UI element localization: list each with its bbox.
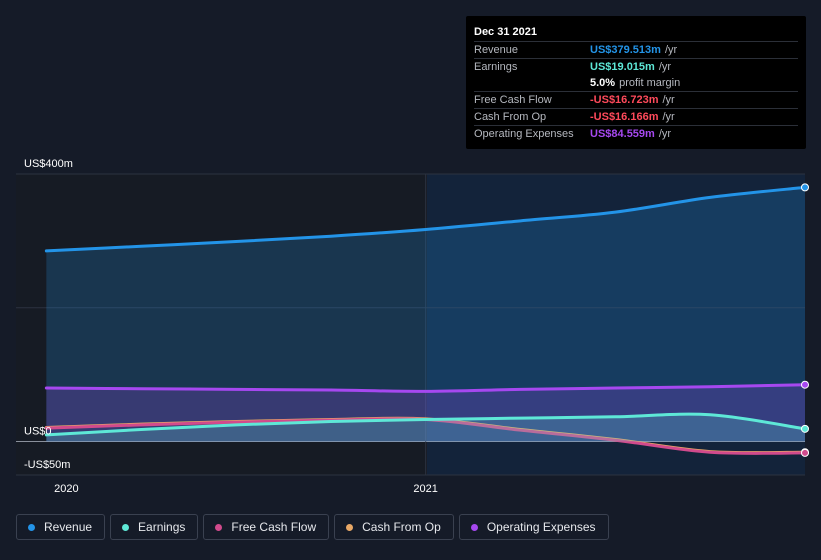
- y-axis-ticks: US$400m US$0 -US$50m: [24, 158, 73, 471]
- tooltip-date: Dec 31 2021: [474, 26, 537, 38]
- operating-expenses-area: [46, 384, 806, 442]
- tooltip-row-unit: /yr: [662, 94, 675, 106]
- x-tick-label: 2021: [413, 483, 437, 495]
- legend-dot-icon: [215, 523, 223, 531]
- revenue-area: [46, 187, 806, 442]
- tooltip-row: Cash From Op -US$16.166m/yr: [474, 108, 798, 125]
- legend-item-label: Operating Expenses: [486, 520, 596, 534]
- tooltip-row-unit: profit margin: [619, 77, 681, 89]
- tooltip-row-label: Revenue: [474, 44, 519, 56]
- tooltip-row-unit: /yr: [664, 44, 678, 56]
- gridlines: [16, 173, 805, 476]
- x-tick-label: 2020: [54, 483, 78, 495]
- x-axis-ticks: 2020 2021: [54, 483, 438, 495]
- legend-item-label: Earnings: [138, 520, 186, 534]
- tooltip-row-value: US$19.015m: [590, 61, 655, 73]
- earnings-line: [44, 412, 807, 437]
- series-layer: [44, 183, 809, 457]
- legend-item-revenue[interactable]: Revenue: [16, 514, 106, 540]
- tooltip-row-value: -US$16.723m: [590, 94, 659, 106]
- tooltip-row: Free Cash Flow -US$16.723m/yr: [474, 91, 798, 108]
- y-tick-label: US$400m: [24, 158, 73, 170]
- tooltip-row-label: Earnings: [474, 61, 518, 73]
- legend-item-label: Cash From Op: [362, 520, 441, 534]
- legend-dot-icon: [346, 523, 354, 531]
- legend-item-earnings[interactable]: Earnings: [110, 514, 199, 540]
- legend-item-label: Revenue: [44, 520, 93, 534]
- legend-item-free-cash-flow[interactable]: Free Cash Flow: [203, 514, 330, 540]
- tooltip-row: Revenue US$379.513m/yr: [474, 41, 798, 58]
- y-tick-label: US$0: [24, 426, 52, 438]
- revenue-line: [44, 185, 807, 253]
- tooltip-row-unit: /yr: [658, 128, 672, 140]
- tooltip-row-label: Free Cash Flow: [474, 94, 552, 106]
- tooltip-row-value: US$84.559m: [590, 128, 655, 140]
- legend: Revenue Earnings Free Cash Flow Cash From O…: [16, 514, 609, 540]
- tooltip-rows: Revenue US$379.513m/yr Earnings US$19.015m /…: [474, 41, 798, 142]
- legend-dot-icon: [28, 523, 35, 531]
- tooltip-row: Operating Expenses US$84.559m/yr: [474, 125, 798, 142]
- tooltip-row-unit: /yr: [662, 111, 675, 123]
- tooltip-row: 5.0% profit margin: [474, 75, 798, 91]
- tooltip-row-label: Cash From Op: [474, 111, 547, 123]
- tooltip: Dec 31 2021 Revenue US$379.513m/yr Earning…: [466, 16, 806, 149]
- earnings-end-marker: [801, 424, 809, 433]
- tooltip-row-label: Operating Expenses: [474, 128, 574, 140]
- tooltip-row-unit: /yr: [658, 61, 672, 73]
- legend-dot-icon: [470, 523, 478, 531]
- legend-item-label: Free Cash Flow: [231, 520, 317, 534]
- free-cash-flow-end-marker: [801, 448, 809, 457]
- y-tick-label: -US$50m: [24, 459, 70, 471]
- revenue-end-marker: [801, 183, 809, 192]
- tooltip-row: Earnings US$19.015m/yr: [474, 58, 798, 75]
- legend-dot-icon: [122, 523, 130, 531]
- earnings-area: [46, 414, 806, 442]
- operating-expenses-end-marker: [801, 380, 809, 389]
- tooltip-row-value: US$379.513m: [590, 44, 661, 56]
- tooltip-row-value: 5.0%: [590, 77, 616, 89]
- legend-item-cash-from-op[interactable]: Cash From Op: [334, 514, 454, 540]
- operating-expenses-line: [44, 383, 807, 393]
- legend-item-operating-expenses[interactable]: Operating Expenses: [458, 514, 609, 540]
- tooltip-row-value: -US$16.166m: [590, 111, 659, 123]
